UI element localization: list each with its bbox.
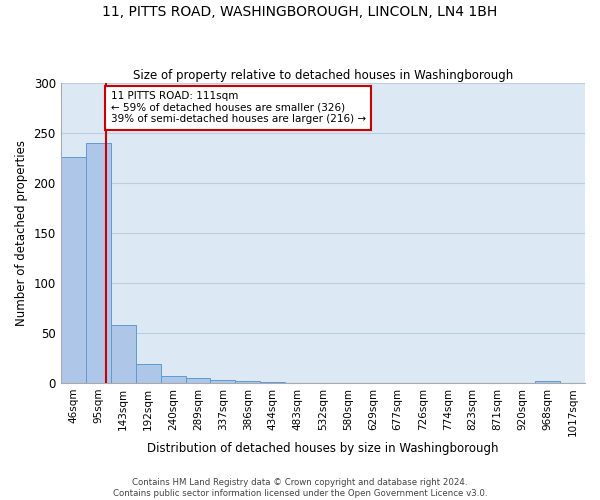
Bar xyxy=(185,378,211,383)
Text: Contains HM Land Registry data © Crown copyright and database right 2024.
Contai: Contains HM Land Registry data © Crown c… xyxy=(113,478,487,498)
Title: Size of property relative to detached houses in Washingborough: Size of property relative to detached ho… xyxy=(133,69,513,82)
Bar xyxy=(110,325,136,383)
Bar xyxy=(235,381,260,383)
Bar xyxy=(260,382,286,383)
X-axis label: Distribution of detached houses by size in Washingborough: Distribution of detached houses by size … xyxy=(147,442,499,455)
Bar xyxy=(161,376,185,383)
Text: 11, PITTS ROAD, WASHINGBOROUGH, LINCOLN, LN4 1BH: 11, PITTS ROAD, WASHINGBOROUGH, LINCOLN,… xyxy=(103,5,497,19)
Bar xyxy=(61,157,86,383)
Bar xyxy=(136,364,161,383)
Bar xyxy=(535,381,560,383)
Bar xyxy=(86,143,110,383)
Text: 11 PITTS ROAD: 111sqm
← 59% of detached houses are smaller (326)
39% of semi-det: 11 PITTS ROAD: 111sqm ← 59% of detached … xyxy=(110,91,366,124)
Y-axis label: Number of detached properties: Number of detached properties xyxy=(15,140,28,326)
Bar xyxy=(211,380,235,383)
